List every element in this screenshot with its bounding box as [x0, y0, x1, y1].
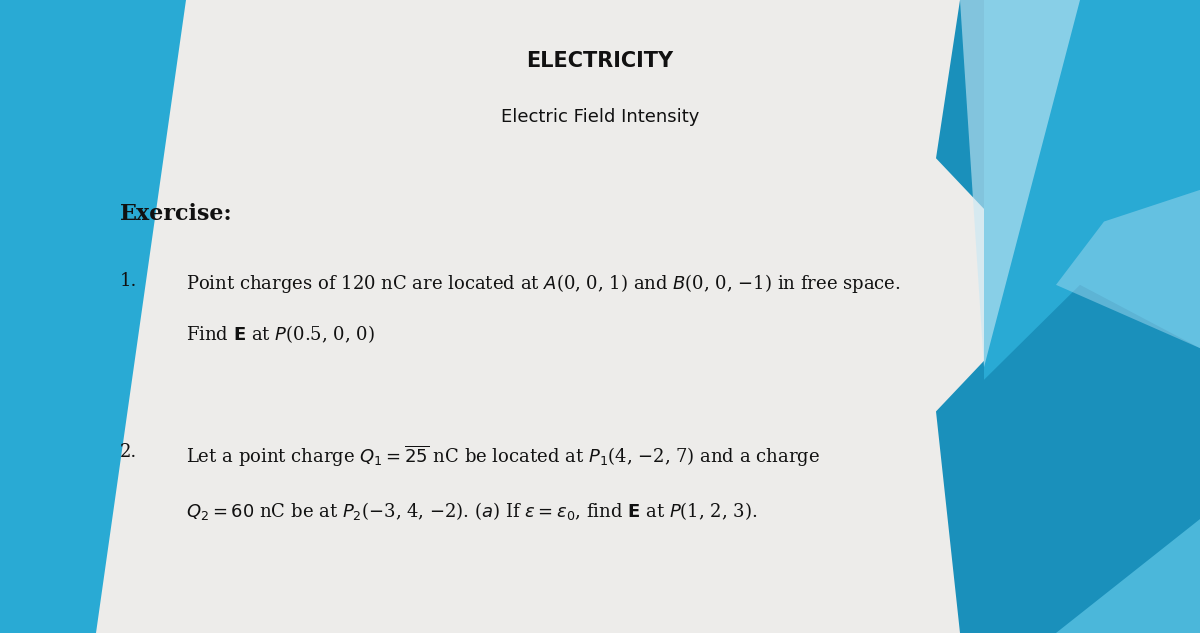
Polygon shape: [1056, 190, 1200, 348]
Text: Find $\mathbf{E}$ at $P$(0.5, 0, 0): Find $\mathbf{E}$ at $P$(0.5, 0, 0): [186, 323, 374, 345]
Bar: [936, 0, 1200, 633]
Text: Let a point charge $Q_1 = \overline{25}$ nC be located at $P_1$(4, $-$2, 7) and : Let a point charge $Q_1 = \overline{25}$…: [186, 443, 820, 468]
Text: 2.: 2.: [120, 443, 137, 461]
Text: $Q_2 = 60$ nC be at $P_2$($-$3, 4, $-$2). ($a$) If $\epsilon = \epsilon_0$, find: $Q_2 = 60$ nC be at $P_2$($-$3, 4, $-$2)…: [186, 500, 757, 522]
Polygon shape: [984, 0, 1200, 380]
Polygon shape: [0, 0, 186, 633]
Text: ELECTRICITY: ELECTRICITY: [527, 51, 673, 71]
Polygon shape: [936, 519, 1200, 633]
Polygon shape: [960, 0, 1080, 367]
Text: Point charges of 120 nC are located at $A$(0, 0, 1) and $B$(0, 0, $-$1) in free : Point charges of 120 nC are located at $…: [186, 272, 901, 295]
Polygon shape: [186, 0, 1056, 633]
Text: Electric Field Intensity: Electric Field Intensity: [500, 108, 700, 125]
Text: 1.: 1.: [120, 272, 137, 290]
Text: Exercise:: Exercise:: [120, 203, 233, 225]
